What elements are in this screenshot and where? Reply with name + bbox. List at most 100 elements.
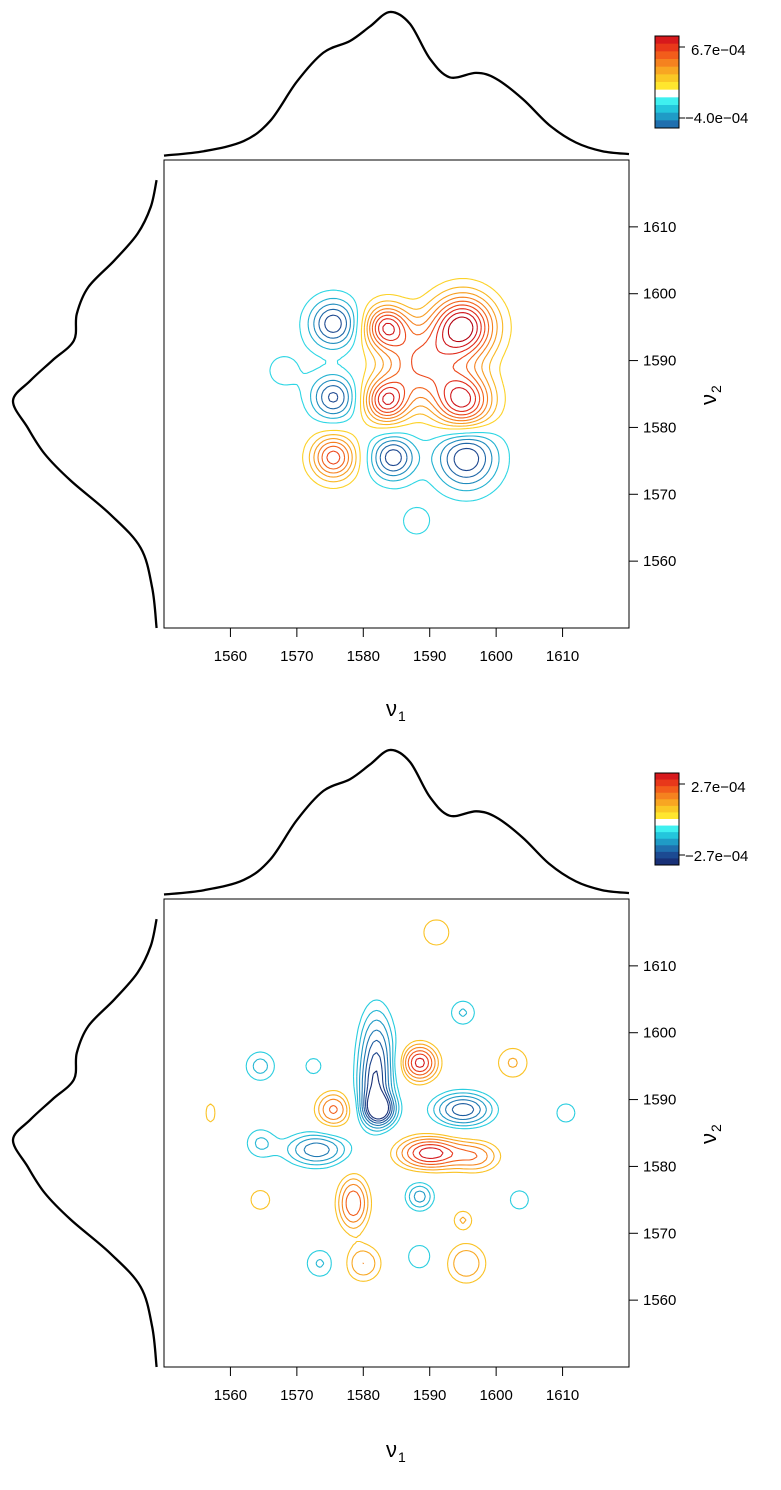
p2-colorbar-swatch — [655, 792, 679, 800]
panel-1-top-spectrum — [163, 10, 630, 157]
panel-2-top-spectrum — [163, 748, 630, 896]
panel-1-y-label: ν — [696, 394, 721, 405]
p2-contour-line — [365, 1052, 391, 1122]
panel-2-colorbar-min-label: −2.7e−04 — [685, 848, 748, 865]
p1-y-tick-label: 1600 — [643, 286, 676, 303]
p2-contour-line — [328, 1050, 478, 1217]
p1-contour-line — [317, 296, 494, 474]
p1-contour-line — [382, 312, 478, 408]
p1-y-tick-label: 1610 — [643, 219, 676, 236]
p2-colorbar-swatch — [655, 858, 679, 866]
p2-x-tick-label: 1570 — [280, 1387, 313, 1404]
p2-colorbar-swatch — [655, 838, 679, 846]
p2-contour-line — [366, 1070, 390, 1120]
p2-colorbar-swatch — [655, 805, 679, 813]
panel-1-x-axis: 1560 1570 1580 1590 1600 1610 — [214, 628, 579, 665]
panel-2-colorbar-max-label: 2.7e−04 — [691, 779, 746, 796]
panel-1-left-spectrum — [11, 179, 158, 629]
panel-1: 1560 1570 1580 1590 1600 1610 1560 1570 1580 159… — [11, 10, 748, 724]
p1-x-tick-label: 1570 — [280, 648, 313, 665]
panel-2-x-axis-title: ν 1 — [386, 1437, 406, 1465]
p1-contour-line — [324, 314, 480, 472]
p1-x-tick-label: 1560 — [214, 648, 247, 665]
panel-2-x-label: ν — [386, 1437, 397, 1462]
p1-contour-line — [269, 289, 511, 535]
p1-y-tick-label: 1590 — [643, 353, 676, 370]
p1-x-tick-label: 1590 — [413, 648, 446, 665]
panel-2-contours — [205, 919, 576, 1284]
panel-2-y-axis-title: ν 2 — [696, 1124, 724, 1144]
panel-1-colorbar-max-label: 6.7e−04 — [691, 42, 746, 59]
p1-colorbar-swatch — [655, 105, 679, 114]
svg-text:1: 1 — [398, 1449, 406, 1465]
p1-colorbar-swatch — [655, 74, 679, 83]
p1-contour-line — [447, 316, 474, 343]
p2-x-tick-label: 1580 — [347, 1387, 380, 1404]
p2-y-tick-label: 1610 — [643, 958, 676, 975]
p2-contour-line — [322, 1046, 488, 1265]
panel-1-x-label: ν — [386, 696, 397, 721]
p2-contour-line — [205, 919, 528, 1284]
p2-contour-line — [303, 1029, 481, 1158]
p1-contour-line — [302, 277, 512, 490]
panel-2: 1560 1570 1580 1590 1600 1610 1560 1570 1580 159… — [11, 748, 748, 1465]
p1-colorbar-swatch — [655, 36, 679, 45]
p2-contour-line — [252, 1008, 493, 1268]
p1-colorbar-swatch — [655, 66, 679, 75]
p2-colorbar-swatch — [655, 773, 679, 780]
p2-colorbar-swatch — [655, 812, 679, 820]
panel-1-x-axis-title: ν 1 — [386, 696, 406, 724]
p1-colorbar-swatch — [655, 59, 679, 68]
p1-colorbar-swatch — [655, 43, 679, 52]
p1-colorbar-frame — [654, 35, 680, 129]
p2-colorbar-swatch — [655, 825, 679, 833]
svg-text:2: 2 — [708, 385, 724, 393]
p2-colorbar-swatch — [655, 851, 679, 859]
panel-2-x-axis: 1560 1570 1580 1590 1600 1610 — [214, 1367, 579, 1404]
panel-2-x-label-sub: 1 — [398, 1449, 406, 1465]
p1-x-tick-label: 1600 — [479, 648, 512, 665]
panel-2-colorbar — [654, 772, 685, 866]
panel-1-plot-frame — [163, 159, 630, 629]
p2-colorbar-swatch — [655, 786, 679, 794]
p2-colorbar-swatch — [655, 845, 679, 853]
panel-2-plot-frame — [163, 898, 630, 1368]
p2-x-tick-label: 1610 — [546, 1387, 579, 1404]
panel-2-left-spectrum — [11, 918, 158, 1368]
p1-contour-line — [308, 286, 504, 483]
p2-colorbar-swatch — [655, 799, 679, 807]
p2-contour-line — [318, 1043, 518, 1277]
svg-text:ν: ν — [386, 696, 397, 721]
p1-x-tick-label: 1610 — [546, 648, 579, 665]
p1-contour-line — [313, 303, 493, 485]
p1-contour-line — [313, 292, 498, 478]
panel-1-colorbar — [654, 35, 685, 129]
p2-colorbar-swatch — [655, 779, 679, 787]
p1-colorbar-swatch — [655, 112, 679, 121]
svg-text:2: 2 — [708, 1124, 724, 1132]
panel-1-x-label-sub: 1 — [398, 708, 406, 724]
p2-x-tick-label: 1590 — [413, 1387, 446, 1404]
p2-x-tick-label: 1600 — [479, 1387, 512, 1404]
p2-contour-line — [245, 999, 576, 1277]
panel-1-colorbar-min-label: −4.0e−04 — [685, 110, 748, 127]
panel-2-y-axis: 1560 1570 1580 1590 1600 1610 — [629, 958, 676, 1309]
p2-y-tick-label: 1570 — [643, 1225, 676, 1242]
p1-colorbar-swatch — [655, 82, 679, 91]
p1-contour-line — [321, 300, 490, 470]
svg-text:1: 1 — [398, 708, 406, 724]
p1-colorbar-swatch — [655, 89, 679, 98]
panel-2-y-label: ν — [696, 1133, 721, 1144]
p2-colorbar-frame — [654, 772, 680, 866]
p2-contour-line — [294, 1019, 487, 1203]
panel-1-y-axis-title: ν 2 — [696, 385, 724, 405]
panel-2-y-label-sub: 2 — [708, 1124, 724, 1132]
p1-contour-line — [377, 308, 482, 412]
p2-y-tick-label: 1590 — [643, 1092, 676, 1109]
p1-x-tick-label: 1580 — [347, 648, 380, 665]
p1-colorbar-swatch — [655, 120, 679, 129]
panel-1-y-axis: 1560 1570 1580 1590 1600 1610 — [629, 219, 676, 570]
p1-contour-line — [307, 297, 500, 492]
p2-y-tick-label: 1560 — [643, 1292, 676, 1309]
